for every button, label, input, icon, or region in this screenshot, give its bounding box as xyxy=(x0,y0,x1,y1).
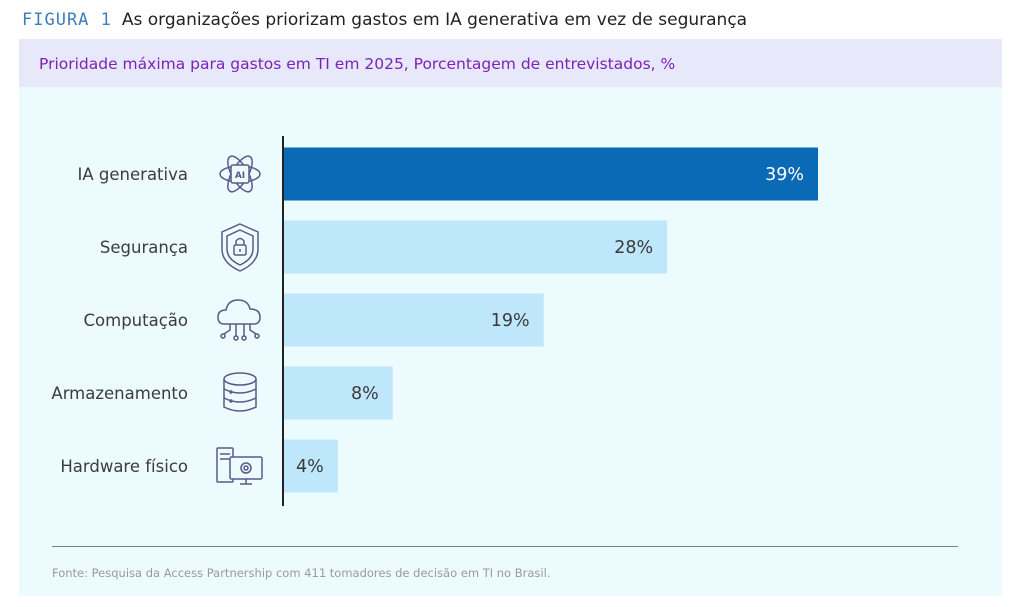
cloud-network-icon xyxy=(217,299,261,341)
chart-panel: Prioridade máxima para gastos em TI em 2… xyxy=(19,39,1002,596)
category-label-5: Hardware físico xyxy=(60,457,188,476)
bar-4 xyxy=(283,366,393,420)
bar-2 xyxy=(283,220,668,274)
bar-5 xyxy=(283,439,338,493)
bar-3 xyxy=(283,293,544,347)
data-label-3: 19% xyxy=(491,311,530,331)
subtitle-band: Prioridade máxima para gastos em TI em 2… xyxy=(19,39,1002,87)
hardware-computer-icon xyxy=(216,447,263,485)
ai-atom-icon: AI xyxy=(219,155,261,193)
data-label-2: 28% xyxy=(614,238,653,258)
source-note: Fonte: Pesquisa da Access Partnership co… xyxy=(52,566,551,580)
bar-1 xyxy=(283,147,818,201)
database-icon xyxy=(223,372,257,412)
category-label-3: Computação xyxy=(84,311,188,330)
category-label-4: Armazenamento xyxy=(51,384,188,403)
figure-title: As organizações priorizam gastos em IA g… xyxy=(121,10,748,30)
data-label-5: 4% xyxy=(296,457,324,477)
data-label-4: 8% xyxy=(351,384,379,404)
category-label-1: IA generativa xyxy=(78,165,188,184)
chart-subtitle: Prioridade máxima para gastos em TI em 2… xyxy=(39,55,676,73)
bar-chart: 39% IA generativa AI 28% Segurança 19% Computa… xyxy=(51,136,818,506)
data-label-1: 39% xyxy=(765,165,804,185)
svg-text:AI: AI xyxy=(235,171,245,181)
shield-lock-icon xyxy=(221,223,259,272)
divider xyxy=(52,546,958,547)
category-label-2: Segurança xyxy=(100,238,188,257)
figure-label: FIGURA 1 xyxy=(22,10,112,30)
figure-heading: FIGURA 1 As organizações priorizam gastos… xyxy=(22,10,747,30)
